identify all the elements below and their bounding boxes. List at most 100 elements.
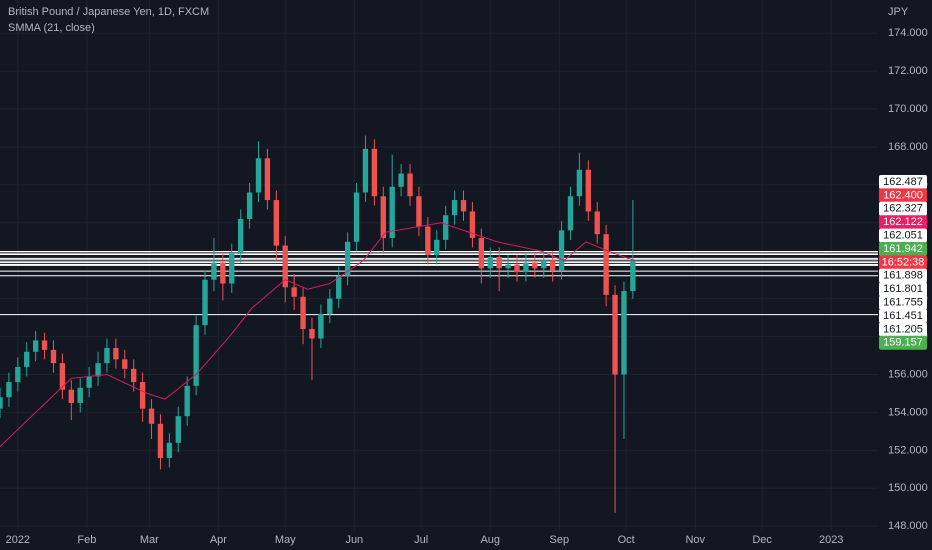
price-badge-label: 162.122 (883, 216, 923, 228)
x-tick-label: Dec (752, 534, 772, 546)
price-badge (879, 255, 927, 270)
candle-body (122, 359, 128, 369)
candle-body (336, 275, 342, 299)
candle-body (327, 298, 333, 314)
price-badge-label: 162.400 (883, 189, 923, 201)
candle-body (425, 226, 431, 256)
candle-body (309, 328, 315, 339)
candle-body (264, 158, 271, 201)
price-badge (879, 215, 927, 230)
candle-body (398, 173, 404, 187)
candle-body (371, 148, 378, 197)
candle-body (567, 196, 574, 231)
x-tick-label: Nov (685, 534, 705, 546)
candle-body (603, 234, 609, 295)
candle-body (193, 325, 199, 386)
candle-body (380, 196, 386, 238)
candle-body (612, 294, 618, 375)
candle-body (255, 158, 262, 193)
candle-body (576, 169, 583, 197)
price-badge (879, 335, 927, 350)
price-badge-label: 161.205 (883, 323, 923, 335)
candle-body (246, 192, 253, 220)
candle-body (300, 296, 306, 329)
candle-body (211, 262, 217, 280)
candle-body (50, 349, 57, 364)
candle-body (407, 173, 413, 197)
x-tick-label: Sep (550, 534, 570, 546)
price-badge (879, 175, 927, 189)
candle-body (496, 256, 502, 269)
candle-body (77, 387, 83, 403)
candle-body (630, 260, 636, 292)
price-badge (879, 242, 927, 256)
candle-body (59, 363, 66, 390)
y-tick-label: 152.000 (888, 444, 928, 456)
candle-body (175, 416, 181, 443)
candle-body (24, 351, 30, 367)
price-badge-label: 161.801 (883, 283, 923, 295)
price-badge-label: 162.051 (883, 230, 923, 242)
x-tick-label: Aug (480, 534, 500, 546)
y-tick-label: 168.000 (888, 141, 928, 153)
candle-body (621, 291, 627, 375)
candle-body (139, 382, 146, 409)
candle-body (86, 376, 92, 388)
candle-body (532, 262, 538, 269)
candle-body (95, 363, 101, 377)
smma-line (0, 222, 636, 447)
candle-body (229, 253, 235, 284)
candle-body (113, 347, 119, 360)
candle-body (594, 211, 600, 235)
price-badge (879, 295, 927, 310)
candle-body (353, 192, 360, 242)
chart-title: British Pound / Japanese Yen, 1D, FXCM (8, 6, 209, 18)
y-tick-label: 156.000 (888, 368, 928, 380)
indicator-label: SMMA (21, close) (8, 22, 95, 34)
axes: 148.000150.000152.000154.000156.000158.0… (6, 27, 928, 546)
candle-body (157, 423, 164, 458)
plot (0, 135, 636, 513)
price-badge-label: 162.487 (883, 176, 923, 188)
candle-body (505, 264, 511, 269)
candle-body (104, 347, 110, 364)
x-tick-label: Apr (210, 534, 227, 546)
candle-body (523, 262, 529, 273)
candle-body (273, 200, 279, 246)
candle-body (166, 442, 173, 458)
candle-body (451, 200, 458, 216)
currency-label: JPY (888, 6, 909, 18)
x-tick-label: Feb (77, 534, 96, 546)
candle-body (434, 239, 440, 256)
candle-body (487, 256, 493, 269)
candle-body (514, 264, 520, 273)
price-badge (879, 201, 927, 216)
candle-body (68, 389, 74, 403)
candle-body (460, 200, 467, 212)
candle-body (443, 215, 449, 240)
price-badge-label: 161.898 (883, 270, 923, 282)
y-tick-label: 154.000 (888, 406, 928, 418)
candle-body (558, 230, 565, 271)
candle-body (389, 186, 395, 238)
price-badge (879, 309, 927, 323)
candle-body (282, 245, 288, 288)
candle-body (549, 260, 556, 271)
candle-body (237, 219, 244, 254)
x-tick-label: 2023 (819, 534, 843, 546)
candle-body (148, 408, 155, 424)
price-badge (879, 282, 927, 297)
x-tick-label: May (275, 534, 296, 546)
x-tick-label: 2022 (6, 534, 30, 546)
price-badge (879, 322, 927, 337)
candle-body (478, 237, 485, 269)
candle-body (131, 368, 137, 383)
y-tick-label: 150.000 (888, 482, 928, 494)
price-badge (879, 188, 927, 203)
candle-body (202, 279, 208, 326)
price-badge-label: 162.327 (883, 203, 923, 215)
y-tick-label: 174.000 (888, 27, 928, 39)
candle-body (291, 287, 297, 297)
